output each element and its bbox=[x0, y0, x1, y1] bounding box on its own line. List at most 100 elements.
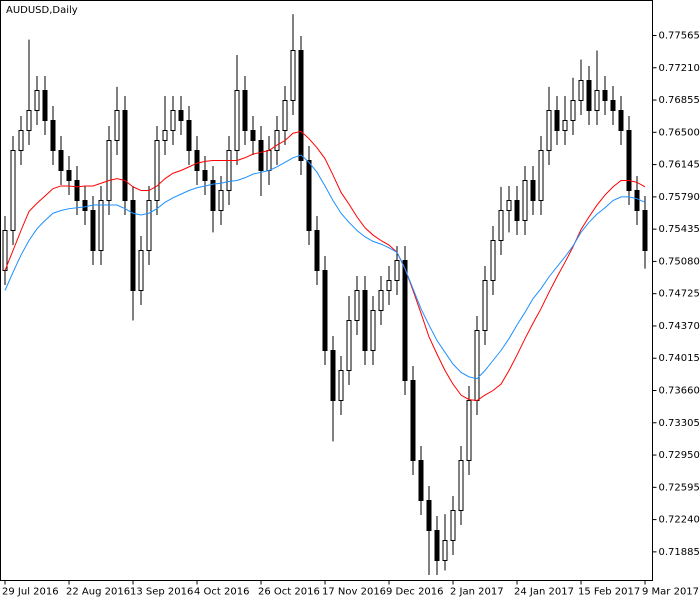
candle-body bbox=[394, 260, 400, 281]
candle-body bbox=[338, 370, 344, 401]
x-tick-label: 2 Jan 2017 bbox=[450, 587, 504, 598]
candle-body bbox=[602, 90, 608, 101]
y-tick-label: 0.72595 bbox=[659, 482, 700, 493]
candle-body bbox=[458, 460, 464, 511]
y-tick-label: 0.77565 bbox=[659, 31, 700, 42]
candle-body bbox=[98, 200, 104, 251]
candle-body bbox=[186, 120, 192, 151]
candle-body bbox=[66, 170, 72, 181]
y-tick-label: 0.71885 bbox=[659, 547, 700, 558]
candle-body bbox=[50, 120, 56, 151]
candle-body bbox=[258, 140, 264, 171]
x-tick-label: 17 Nov 2016 bbox=[322, 587, 386, 598]
candle-body bbox=[498, 210, 504, 241]
candle-body bbox=[202, 170, 208, 181]
candle-body bbox=[282, 100, 288, 131]
candle-body bbox=[378, 290, 384, 311]
y-tick-label: 0.73305 bbox=[659, 418, 700, 429]
candle-body bbox=[2, 230, 8, 271]
y-tick-label: 0.75080 bbox=[659, 256, 700, 267]
x-tick-label: 9 Mar 2017 bbox=[642, 587, 699, 598]
candle-body bbox=[426, 500, 432, 531]
candle-body bbox=[546, 110, 552, 151]
candle-body bbox=[194, 150, 200, 171]
y-tick-label: 0.74370 bbox=[659, 321, 700, 332]
y-tick-label: 0.74015 bbox=[659, 353, 700, 364]
x-tick-label: 13 Sep 2016 bbox=[130, 587, 193, 598]
x-tick-label: 15 Feb 2017 bbox=[578, 587, 640, 598]
candle-body bbox=[346, 320, 352, 371]
y-tick-label: 0.76500 bbox=[659, 127, 700, 138]
y-tick-label: 0.72240 bbox=[659, 515, 700, 526]
candle-body bbox=[562, 120, 568, 131]
candle-body bbox=[586, 80, 592, 111]
candle-body bbox=[234, 90, 240, 151]
x-tick-label: 29 Jul 2016 bbox=[2, 587, 59, 598]
candle-body bbox=[178, 110, 184, 121]
x-tick-label: 26 Oct 2016 bbox=[258, 587, 320, 598]
y-tick-label: 0.76145 bbox=[659, 160, 700, 171]
candle-body bbox=[530, 180, 536, 201]
candle-body bbox=[218, 190, 224, 211]
candle-body bbox=[474, 330, 480, 401]
candle-body bbox=[634, 190, 640, 211]
candle-body bbox=[138, 250, 144, 291]
candle-body bbox=[162, 130, 168, 141]
candle-body bbox=[58, 150, 64, 171]
candle-body bbox=[122, 110, 128, 201]
candle-body bbox=[642, 210, 648, 251]
candle-body bbox=[90, 210, 96, 251]
candle-body bbox=[18, 130, 24, 151]
candle-body bbox=[274, 130, 280, 151]
chart-title: AUDUSD,Daily bbox=[6, 5, 78, 16]
candle-body bbox=[514, 200, 520, 221]
candle-body bbox=[570, 100, 576, 121]
candle-body bbox=[610, 100, 616, 111]
candle-body bbox=[554, 110, 560, 131]
y-tick-label: 0.75790 bbox=[659, 192, 700, 203]
candle-body bbox=[330, 350, 336, 401]
candle-body bbox=[306, 160, 312, 231]
candle-body bbox=[450, 510, 456, 541]
candle-body bbox=[154, 140, 160, 201]
candle-body bbox=[354, 290, 360, 321]
x-tick-label: 22 Aug 2016 bbox=[66, 587, 130, 598]
candle-body bbox=[418, 460, 424, 501]
candle-body bbox=[106, 140, 112, 201]
candle-body bbox=[442, 540, 448, 561]
candle-body bbox=[410, 380, 416, 461]
candle-body bbox=[370, 310, 376, 351]
candle-body bbox=[170, 110, 176, 131]
candle-body bbox=[362, 290, 368, 351]
candle-body bbox=[298, 50, 304, 161]
y-tick-label: 0.74725 bbox=[659, 289, 700, 300]
candle-body bbox=[130, 200, 136, 291]
candle-body bbox=[266, 150, 272, 171]
candle-body bbox=[538, 150, 544, 201]
y-tick-label: 0.76855 bbox=[659, 95, 700, 106]
candle-body bbox=[482, 280, 488, 331]
x-tick-label: 24 Jan 2017 bbox=[514, 587, 574, 598]
candle-body bbox=[34, 90, 40, 111]
candle-body bbox=[506, 200, 512, 211]
candle-body bbox=[322, 270, 328, 351]
candle-body bbox=[386, 280, 392, 291]
candle-body bbox=[594, 90, 600, 111]
candle-body bbox=[210, 180, 216, 211]
candle-body bbox=[578, 80, 584, 101]
candle-body bbox=[74, 180, 80, 201]
x-tick-label: 4 Oct 2016 bbox=[194, 587, 249, 598]
x-tick-label: 9 Dec 2016 bbox=[386, 587, 444, 598]
moving-average-line bbox=[4, 130, 646, 402]
candle-body bbox=[290, 50, 296, 101]
candle-body bbox=[114, 110, 120, 141]
candle-body bbox=[42, 90, 48, 121]
y-tick-label: 0.73660 bbox=[659, 386, 700, 397]
candle-body bbox=[466, 400, 472, 461]
candle-body bbox=[522, 180, 528, 221]
candle-body bbox=[226, 150, 232, 191]
moving-average-line bbox=[4, 154, 646, 380]
candle-body bbox=[10, 150, 16, 231]
candle-body bbox=[250, 130, 256, 141]
